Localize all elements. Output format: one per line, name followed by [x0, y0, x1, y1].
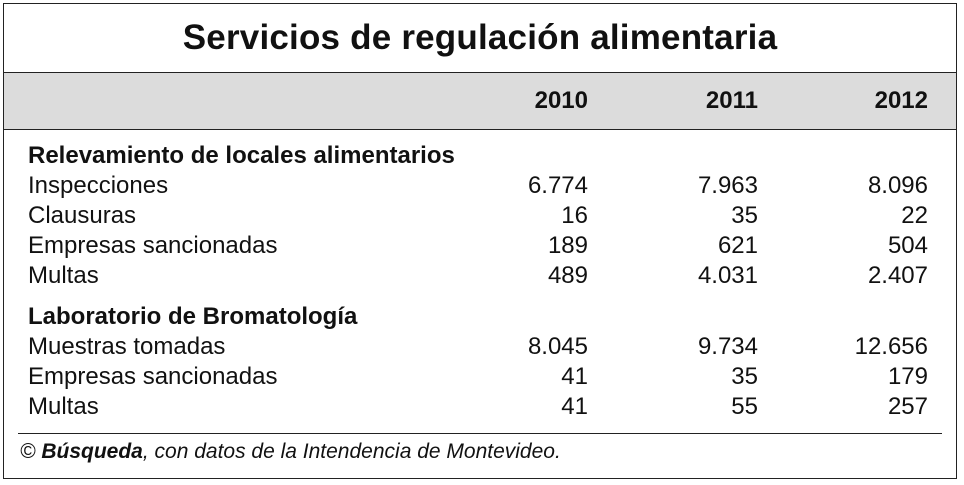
table-title: Servicios de regulación alimentaria: [182, 18, 778, 57]
table-row: Empresas sancionadas 189 621 504: [4, 232, 956, 262]
cell-2011: 55: [731, 393, 758, 420]
year-header: 2010 2011 2012: [4, 72, 956, 130]
cell-2010: 41: [561, 363, 588, 390]
cell-2011: 4.031: [697, 262, 758, 289]
cell-2012: 2.407: [867, 262, 928, 289]
year-2011-header: 2011: [705, 87, 758, 114]
cell-2012: 179: [887, 363, 928, 390]
cell-2011: 35: [731, 363, 758, 390]
year-2010-header: 2010: [534, 87, 588, 114]
section-title-bromatologia: Laboratorio de Bromatología: [28, 303, 358, 330]
cell-2012: 257: [887, 393, 928, 420]
row-label: Multas: [28, 393, 99, 420]
section-title-relevamiento: Relevamiento de locales alimentarios: [28, 142, 455, 169]
cell-2011: 9.734: [697, 333, 758, 360]
table-row: Muestras tomadas 8.045 9.734 12.656: [4, 333, 956, 363]
row-label: Empresas sancionadas: [28, 232, 278, 259]
cell-2012: 22: [901, 202, 928, 229]
cell-2010: 489: [547, 262, 588, 289]
cell-2011: 621: [717, 232, 758, 259]
cell-2011: 7.963: [697, 172, 758, 199]
table-row: Empresas sancionadas 41 35 179: [4, 363, 956, 393]
table-frame: Servicios de regulación alimentaria 2010…: [3, 3, 957, 479]
table-row: Multas 489 4.031 2.407: [4, 262, 956, 292]
cell-2012: 12.656: [854, 333, 928, 360]
table-row: Inspecciones 6.774 7.963 8.096: [4, 172, 956, 202]
cell-2012: 8.096: [867, 172, 928, 199]
table-row: Multas 41 55 257: [4, 393, 956, 423]
source-publication: Búsqueda: [41, 440, 143, 463]
cell-2010: 6.774: [527, 172, 588, 199]
cell-2010: 16: [561, 202, 588, 229]
source-note: © Búsqueda, con datos de la Intendencia …: [20, 440, 561, 464]
row-label: Clausuras: [28, 202, 137, 229]
year-2012-header: 2012: [874, 87, 928, 114]
row-label: Inspecciones: [28, 172, 169, 199]
cell-2011: 35: [731, 202, 758, 229]
cell-2010: 41: [561, 393, 588, 420]
row-label: Multas: [28, 262, 99, 289]
cell-2012: 504: [887, 232, 928, 259]
row-label: Empresas sancionadas: [28, 363, 278, 390]
copyright-symbol: ©: [20, 440, 36, 463]
row-label: Muestras tomadas: [28, 333, 226, 360]
cell-2010: 8.045: [527, 333, 588, 360]
footer-divider: [18, 433, 942, 434]
cell-2010: 189: [547, 232, 588, 259]
source-description: , con datos de la Intendencia de Montevi…: [142, 440, 561, 463]
table-row: Clausuras 16 35 22: [4, 202, 956, 232]
